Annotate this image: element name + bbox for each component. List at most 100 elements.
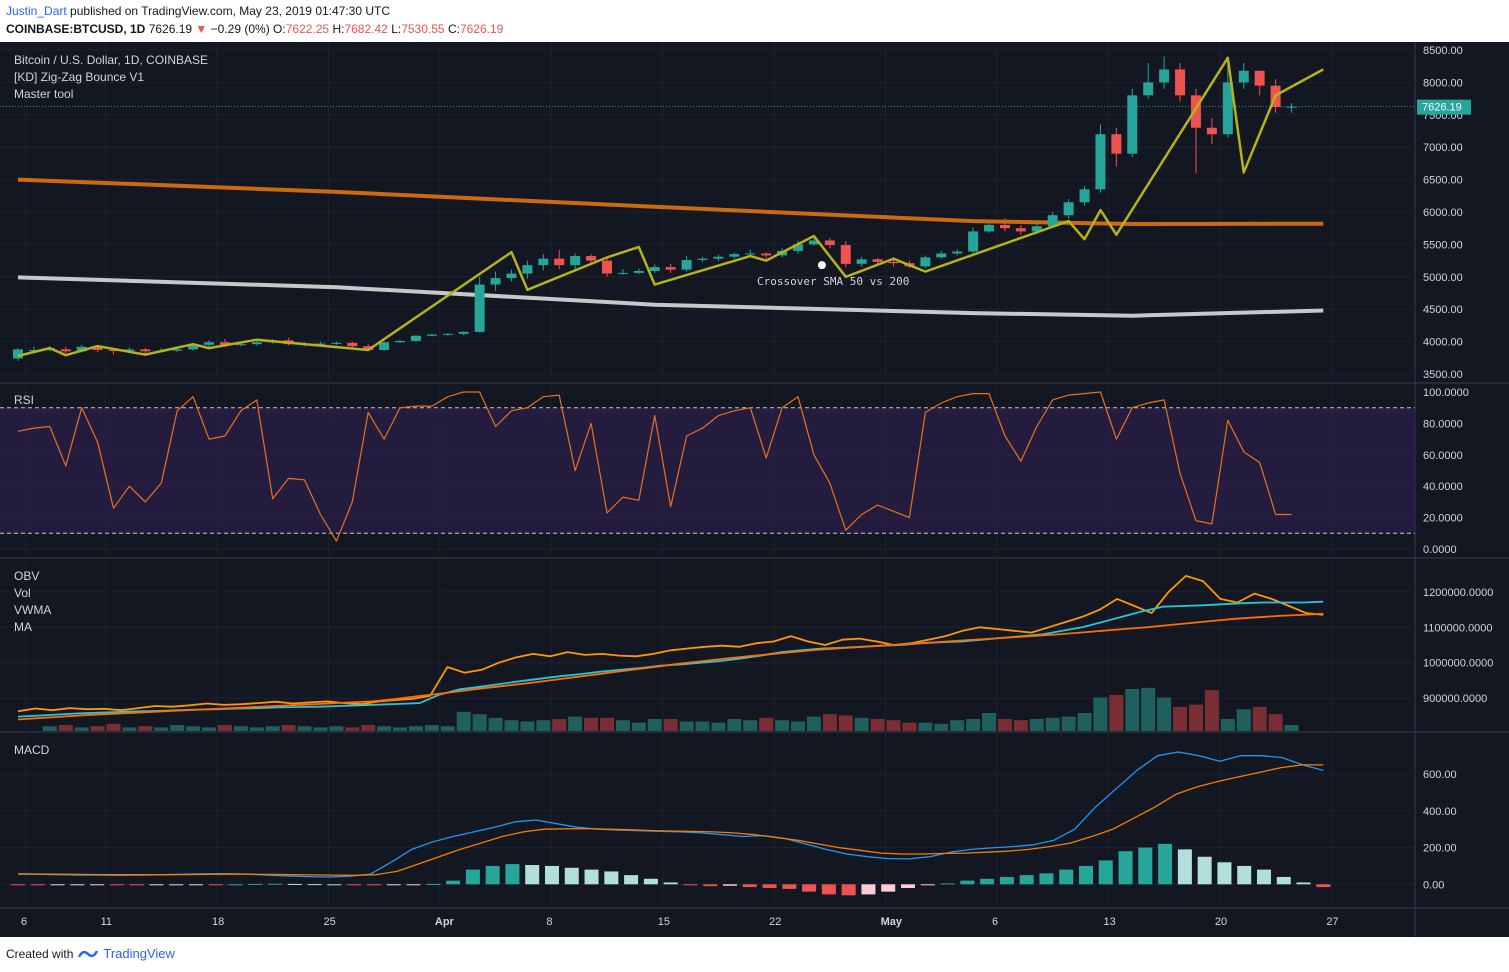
- price-tick-label: 6000.00: [1423, 207, 1463, 219]
- volume-bar: [711, 722, 726, 731]
- volume-bar: [1029, 719, 1044, 731]
- volume-bar: [408, 726, 423, 731]
- candle-body: [999, 224, 1010, 229]
- last-price: 7626.19: [148, 22, 193, 36]
- candle-body: [872, 259, 883, 262]
- rsi-pane[interactable]: [0, 391, 1415, 542]
- macd-histogram-bar: [149, 884, 164, 886]
- volume-bar: [584, 717, 599, 731]
- macd-histogram-bar: [327, 884, 342, 886]
- volume-bar: [186, 726, 201, 731]
- volume-bar: [568, 716, 583, 731]
- volume-bar: [1236, 709, 1251, 731]
- candle-body: [331, 342, 342, 344]
- macd-pane[interactable]: [11, 751, 1331, 896]
- volume-bar: [217, 725, 232, 731]
- macd-histogram-bar: [1237, 865, 1252, 885]
- publish-header: Justin_Dart published on TradingView.com…: [6, 4, 390, 18]
- volume-bar: [313, 727, 328, 731]
- rsi-tick-label: 40.0000: [1423, 481, 1463, 493]
- volume-bar: [918, 722, 933, 731]
- published-text: published on TradingView.com, May 23, 20…: [70, 4, 391, 18]
- ohlc-line: COINBASE:BTCUSD, 1D 7626.19 ▼ −0.29 (0%)…: [6, 22, 503, 36]
- candle-body: [76, 346, 87, 352]
- candle-body: [920, 257, 931, 267]
- macd-histogram-bar: [1098, 860, 1113, 885]
- high-value: 7682.42: [344, 22, 388, 36]
- author-link[interactable]: Justin_Dart: [6, 4, 67, 18]
- rsi-tick-label: 100.0000: [1423, 387, 1469, 399]
- macd-histogram-bar: [881, 884, 896, 892]
- volume-bar: [1157, 697, 1172, 731]
- volume-bar: [854, 717, 869, 731]
- close-label: C:: [447, 22, 460, 36]
- candle-body: [570, 256, 581, 266]
- zigzag-line: [17, 56, 1324, 358]
- volume-bar: [1204, 690, 1219, 731]
- candle-body: [840, 245, 851, 264]
- macd-histogram-bar: [841, 884, 856, 896]
- x-tick-label: 6: [21, 916, 27, 928]
- candle-body: [522, 265, 533, 274]
- candle-body: [60, 349, 71, 352]
- candle-body: [1175, 69, 1186, 96]
- candle-body: [108, 350, 119, 352]
- candle-body: [442, 333, 453, 335]
- macd-histogram-bar: [1256, 869, 1271, 885]
- macd-histogram-bar: [406, 884, 421, 886]
- volume-bar: [695, 721, 710, 731]
- candle-body: [601, 260, 612, 274]
- low-value: 7530.55: [401, 22, 445, 36]
- price-tick-label: 5000.00: [1423, 272, 1463, 284]
- volume-bar: [488, 717, 503, 731]
- x-tick-label: 20: [1215, 916, 1227, 928]
- candle-body: [363, 346, 374, 351]
- candle-body: [458, 331, 469, 334]
- high-label: H:: [332, 22, 345, 36]
- candle-body: [681, 259, 692, 270]
- candle-body: [1047, 215, 1058, 227]
- volume-bar: [74, 727, 89, 731]
- candle-body: [808, 240, 819, 245]
- obv-tick-label: 900000.0000: [1423, 693, 1487, 705]
- price-pane[interactable]: [0, 56, 1415, 362]
- macd-tick-label: 0.00: [1423, 879, 1444, 891]
- macd-histogram-bar: [30, 884, 45, 886]
- macd-histogram-bar: [1197, 856, 1212, 885]
- chart-svg[interactable]: 6 11 18 25 Apr 8 15 22 May 6 13 20 27 3500.00 4000.00 4…: [0, 42, 1509, 937]
- macd-histogram-bar: [802, 884, 817, 892]
- volume-bar: [154, 727, 169, 731]
- x-tick-label: 11: [101, 916, 112, 928]
- candle-body: [554, 258, 565, 266]
- macd-histogram-bar: [228, 884, 243, 886]
- obv-pane[interactable]: [17, 575, 1324, 731]
- x-tick-label: 18: [212, 916, 224, 928]
- tool-name: Master tool: [14, 87, 73, 101]
- volume-bar: [1013, 720, 1028, 731]
- candle-body: [952, 251, 963, 254]
- chart-area[interactable]: 6 11 18 25 Apr 8 15 22 May 6 13 20 27 3500.00 4000.00 4…: [0, 42, 1509, 937]
- tradingview-brand[interactable]: TradingView: [103, 946, 175, 961]
- low-label: L:: [391, 22, 402, 36]
- pane-labels: Bitcoin / U.S. Dollar, 1D, COINBASE [KD]…: [14, 53, 909, 757]
- macd-tick-label: 400.00: [1423, 806, 1457, 818]
- vwma-label: VWMA: [14, 603, 51, 617]
- volume-bar: [233, 726, 248, 731]
- created-with-text: Created with: [6, 946, 74, 961]
- macd-histogram-bar: [960, 880, 975, 885]
- x-tick-label: May: [881, 916, 903, 928]
- volume-bar: [727, 719, 742, 731]
- macd-histogram-bar: [1158, 843, 1173, 885]
- macd-histogram-bar: [900, 884, 915, 888]
- footer: Created with TradingView: [6, 946, 175, 961]
- candle-body: [379, 342, 390, 351]
- open-label: O:: [273, 22, 286, 36]
- volume-bar: [1252, 707, 1267, 731]
- macd-histogram-bar: [604, 871, 619, 885]
- ma-label: MA: [14, 620, 32, 634]
- macd-histogram-bar: [307, 884, 322, 886]
- volume-bar: [472, 714, 487, 731]
- rsi-tick-label: 0.0000: [1423, 544, 1457, 556]
- candle-body: [1286, 106, 1297, 108]
- candle-body: [28, 350, 39, 352]
